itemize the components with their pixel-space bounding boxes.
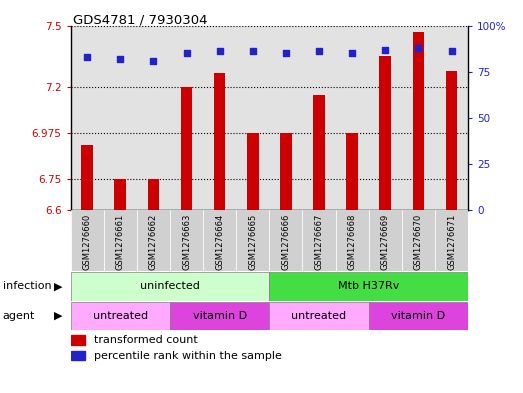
Bar bbox=[137, 26, 170, 210]
Bar bbox=[269, 210, 302, 271]
Text: GSM1276662: GSM1276662 bbox=[149, 213, 158, 270]
Text: GSM1276664: GSM1276664 bbox=[215, 213, 224, 270]
Bar bbox=[104, 210, 137, 271]
Text: untreated: untreated bbox=[93, 311, 148, 321]
Text: GSM1276663: GSM1276663 bbox=[182, 213, 191, 270]
Text: agent: agent bbox=[3, 311, 35, 321]
Bar bbox=[346, 133, 358, 210]
Bar bbox=[369, 26, 402, 210]
Bar bbox=[71, 335, 85, 345]
Point bbox=[381, 46, 390, 53]
Bar bbox=[71, 272, 269, 301]
Point bbox=[116, 56, 124, 62]
Bar bbox=[236, 210, 269, 271]
Bar bbox=[71, 302, 170, 330]
Bar bbox=[137, 210, 170, 271]
Text: GSM1276666: GSM1276666 bbox=[281, 213, 290, 270]
Text: untreated: untreated bbox=[291, 311, 347, 321]
Bar bbox=[280, 133, 292, 210]
Point bbox=[215, 48, 224, 55]
Bar bbox=[402, 210, 435, 271]
Bar bbox=[170, 26, 203, 210]
Bar bbox=[302, 210, 336, 271]
Text: infection: infection bbox=[3, 281, 51, 292]
Bar bbox=[313, 95, 325, 210]
Bar bbox=[181, 87, 192, 210]
Point bbox=[414, 44, 423, 51]
Bar bbox=[369, 302, 468, 330]
Bar bbox=[435, 26, 468, 210]
Bar bbox=[247, 133, 258, 210]
Bar bbox=[71, 210, 104, 271]
Bar bbox=[413, 32, 424, 210]
Bar bbox=[269, 272, 468, 301]
Bar bbox=[336, 26, 369, 210]
Text: GSM1276670: GSM1276670 bbox=[414, 213, 423, 270]
Text: percentile rank within the sample: percentile rank within the sample bbox=[95, 351, 282, 361]
Text: GDS4781 / 7930304: GDS4781 / 7930304 bbox=[73, 14, 208, 27]
Bar bbox=[104, 26, 137, 210]
Bar bbox=[369, 210, 402, 271]
Text: vitamin D: vitamin D bbox=[192, 311, 247, 321]
Bar bbox=[82, 145, 93, 210]
Bar bbox=[269, 302, 369, 330]
Text: Mtb H37Rv: Mtb H37Rv bbox=[338, 281, 400, 292]
Bar bbox=[380, 56, 391, 210]
Bar bbox=[203, 26, 236, 210]
Text: ▶: ▶ bbox=[54, 281, 63, 292]
Bar bbox=[203, 210, 236, 271]
Text: GSM1276665: GSM1276665 bbox=[248, 213, 257, 270]
Bar bbox=[170, 302, 269, 330]
Bar bbox=[147, 180, 159, 210]
Point bbox=[248, 48, 257, 55]
Text: vitamin D: vitamin D bbox=[391, 311, 446, 321]
Bar bbox=[402, 26, 435, 210]
Text: uninfected: uninfected bbox=[140, 281, 200, 292]
Bar bbox=[71, 351, 85, 360]
Bar bbox=[115, 180, 126, 210]
Point bbox=[348, 50, 356, 56]
Bar bbox=[336, 210, 369, 271]
Text: transformed count: transformed count bbox=[95, 335, 198, 345]
Bar bbox=[236, 26, 269, 210]
Text: GSM1276668: GSM1276668 bbox=[348, 213, 357, 270]
Point bbox=[183, 50, 191, 56]
Text: GSM1276669: GSM1276669 bbox=[381, 213, 390, 270]
Text: GSM1276671: GSM1276671 bbox=[447, 213, 456, 270]
Bar bbox=[71, 26, 104, 210]
Point bbox=[149, 57, 157, 64]
Bar bbox=[170, 210, 203, 271]
Bar bbox=[269, 26, 302, 210]
Bar bbox=[302, 26, 336, 210]
Text: GSM1276660: GSM1276660 bbox=[83, 213, 92, 270]
Text: GSM1276661: GSM1276661 bbox=[116, 213, 125, 270]
Text: GSM1276667: GSM1276667 bbox=[314, 213, 324, 270]
Text: ▶: ▶ bbox=[54, 311, 63, 321]
Point bbox=[83, 54, 92, 60]
Point bbox=[315, 48, 323, 55]
Bar bbox=[435, 210, 468, 271]
Bar bbox=[214, 73, 225, 210]
Point bbox=[447, 48, 456, 55]
Bar bbox=[446, 71, 457, 210]
Point bbox=[282, 50, 290, 56]
